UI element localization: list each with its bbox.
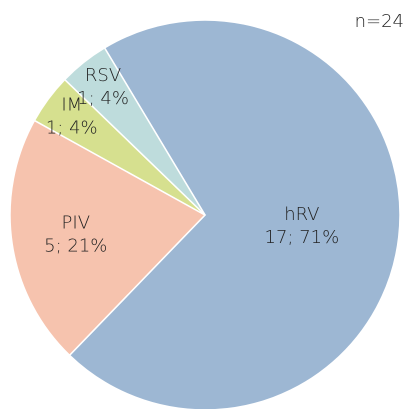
pie-slice	[63, 46, 206, 216]
slice-name: IM	[61, 94, 82, 115]
slice-label: 1; 4%	[77, 88, 129, 109]
pie-slice	[9, 119, 207, 357]
slice-label: 5; 21%	[44, 235, 107, 256]
slice-label: 17; 71%	[265, 227, 340, 248]
slice-name: PIV	[62, 212, 90, 233]
slice-name: hRV	[284, 204, 319, 225]
slice-name: RSV	[85, 65, 121, 86]
sample-size: n=24	[355, 11, 404, 32]
slice-label: 1; 4%	[46, 117, 98, 138]
